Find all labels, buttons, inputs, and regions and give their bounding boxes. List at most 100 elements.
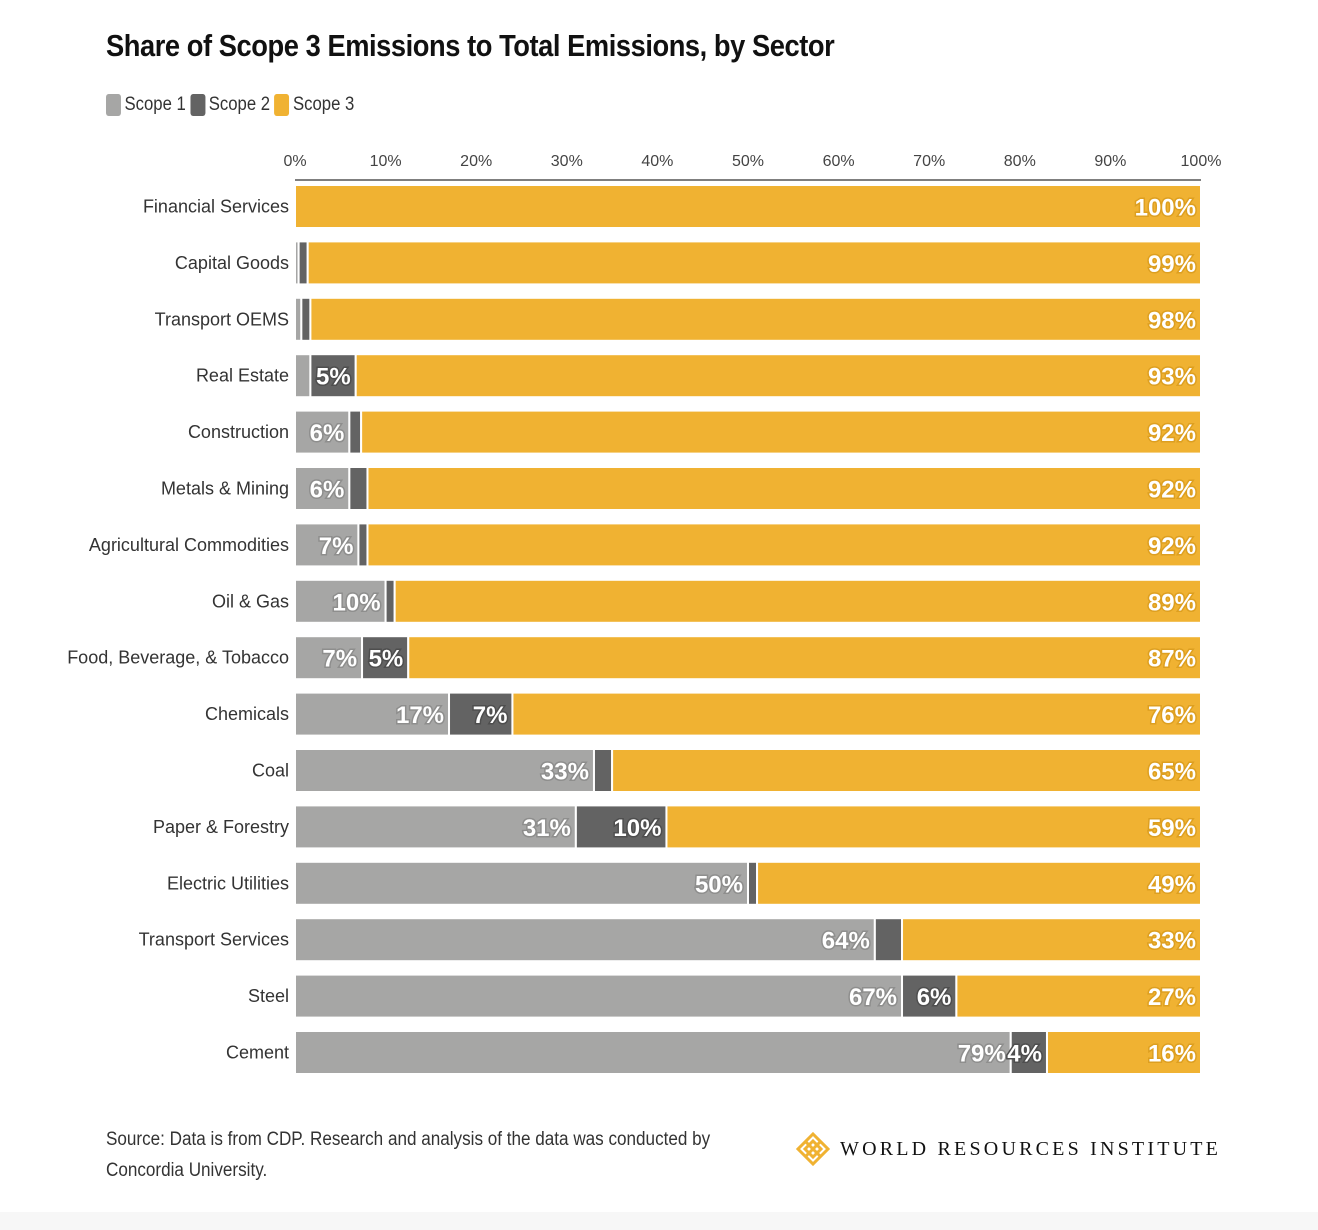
legend-item-scope-1: Scope 1 xyxy=(106,94,186,116)
bar-segment-scope-2 xyxy=(348,466,369,511)
category-label: Steel xyxy=(248,986,289,1006)
data-label: 6% xyxy=(917,984,952,1011)
x-tick-label: 100% xyxy=(1181,153,1222,170)
chart-title: Share of Scope 3 Emissions to Total Emis… xyxy=(106,28,835,63)
bar-segment-scope-2 xyxy=(1009,1030,1048,1075)
data-label: 99% xyxy=(1148,251,1196,278)
bar-segment-scope-3 xyxy=(756,860,1202,906)
bar-segment-scope-1 xyxy=(294,578,387,624)
category-label: Transport Services xyxy=(139,930,289,950)
category-label: Agricultural Commodities xyxy=(89,535,289,555)
data-label: 6% xyxy=(310,477,345,504)
data-label: 10% xyxy=(333,589,381,616)
data-label: 7% xyxy=(322,646,357,673)
data-label: 5% xyxy=(369,646,404,673)
data-label: 59% xyxy=(1148,815,1196,842)
bar-segment-scope-3 xyxy=(366,466,1203,511)
data-label: 10% xyxy=(613,815,661,842)
bar-segment-scope-2 xyxy=(309,353,357,399)
bar-segment-scope-3 xyxy=(294,184,1202,229)
data-label: 89% xyxy=(1148,589,1196,616)
data-label: 64% xyxy=(822,928,870,955)
x-tick-label: 20% xyxy=(460,153,492,170)
category-label: Metals & Mining xyxy=(161,479,289,499)
legend: Scope 1 Scope 2 Scope 3 xyxy=(106,94,359,116)
data-label: 92% xyxy=(1148,477,1196,504)
bar-segment-scope-3 xyxy=(511,691,1202,737)
data-label: 17% xyxy=(396,702,444,729)
x-tick-label: 90% xyxy=(1094,153,1126,170)
bar-segment-scope-2 xyxy=(873,917,904,963)
x-tick-label: 50% xyxy=(732,153,764,170)
data-label: 31% xyxy=(523,815,571,842)
bar-segment-scope-3 xyxy=(611,748,1202,793)
data-label: 92% xyxy=(1148,420,1196,447)
x-tick-label: 30% xyxy=(551,153,583,170)
x-tick-label: 60% xyxy=(823,153,855,170)
legend-label: Scope 1 xyxy=(124,94,186,115)
category-label: Real Estate xyxy=(196,366,289,386)
category-label: Oil & Gas xyxy=(212,591,289,611)
category-label: Paper & Forestry xyxy=(153,817,289,837)
data-label: 87% xyxy=(1148,646,1196,673)
bar-segment-scope-1 xyxy=(294,409,351,455)
bar-segment-scope-2 xyxy=(357,522,369,568)
category-label: Chemicals xyxy=(205,704,289,724)
stacked-bar-chart: 0% 10% 20% 30% 40% 50% 60% 70% 80% 90% 100% Financi… xyxy=(67,153,1222,1075)
source-note: Source: Data is from CDP. Research and a… xyxy=(106,1129,711,1181)
bar-segment-scope-2 xyxy=(574,804,668,850)
data-label: 50% xyxy=(695,871,743,898)
bar-segment-scope-2 xyxy=(384,578,396,624)
data-label: 7% xyxy=(319,533,354,560)
bar-segment-scope-1 xyxy=(294,691,451,737)
bar-segment-scope-1 xyxy=(294,748,595,793)
category-label: Electric Utilities xyxy=(167,873,289,893)
bar-segment-scope-1 xyxy=(294,466,351,511)
legend-swatch xyxy=(274,94,290,116)
data-label: 100% xyxy=(1135,195,1196,222)
bar-segment-scope-3 xyxy=(665,804,1202,850)
bar-segment-scope-1 xyxy=(294,973,904,1019)
category-label: Coal xyxy=(252,761,289,781)
category-label: Food, Beverage, & Tobacco xyxy=(67,648,289,668)
data-label: 76% xyxy=(1148,702,1196,729)
x-tick-label: 80% xyxy=(1004,153,1036,170)
data-label: 33% xyxy=(541,759,589,786)
x-tick-label: 0% xyxy=(283,153,306,170)
bar-segment-scope-1 xyxy=(294,522,360,568)
legend-label: Scope 2 xyxy=(208,94,271,115)
bar-segment-scope-1 xyxy=(294,353,312,399)
bar-segment-scope-3 xyxy=(309,296,1203,342)
bar-segment-scope-1 xyxy=(294,917,876,963)
wri-knot-icon xyxy=(796,1132,830,1166)
wri-logo: WORLD RESOURCES INSTITUTE xyxy=(796,1132,1221,1166)
data-label: 7% xyxy=(473,702,508,729)
x-tick-label: 70% xyxy=(913,153,945,170)
bar-segment-scope-1 xyxy=(294,635,364,681)
bar-segment-scope-3 xyxy=(1045,1030,1202,1075)
legend-label: Scope 3 xyxy=(292,94,355,115)
bar-segment-scope-3 xyxy=(360,409,1202,455)
bar-segment-scope-3 xyxy=(366,522,1203,568)
logo-text: WORLD RESOURCES INSTITUTE xyxy=(840,1137,1222,1160)
data-label: 33% xyxy=(1148,928,1196,955)
x-tick-label: 40% xyxy=(641,153,673,170)
data-label: 65% xyxy=(1148,759,1196,786)
bar-segment-scope-2 xyxy=(592,748,614,793)
legend-item-scope-2: Scope 2 xyxy=(190,94,270,116)
data-label: 92% xyxy=(1148,533,1196,560)
category-label: Capital Goods xyxy=(175,253,289,273)
data-label: 27% xyxy=(1148,984,1196,1011)
x-tick-label: 10% xyxy=(370,153,402,170)
bar-segment-scope-3 xyxy=(354,353,1202,399)
data-label: 98% xyxy=(1148,307,1196,334)
footer-strip xyxy=(0,1212,1318,1230)
bar-segment-scope-3 xyxy=(901,917,1203,963)
data-label: 67% xyxy=(849,984,897,1011)
data-label: 93% xyxy=(1148,364,1196,391)
bar-segment-scope-3 xyxy=(955,973,1202,1019)
data-label: 6% xyxy=(310,420,345,447)
category-label: Construction xyxy=(188,422,289,442)
bar-segment-scope-1 xyxy=(294,1030,1012,1075)
bar-segment-scope-2 xyxy=(297,240,309,286)
